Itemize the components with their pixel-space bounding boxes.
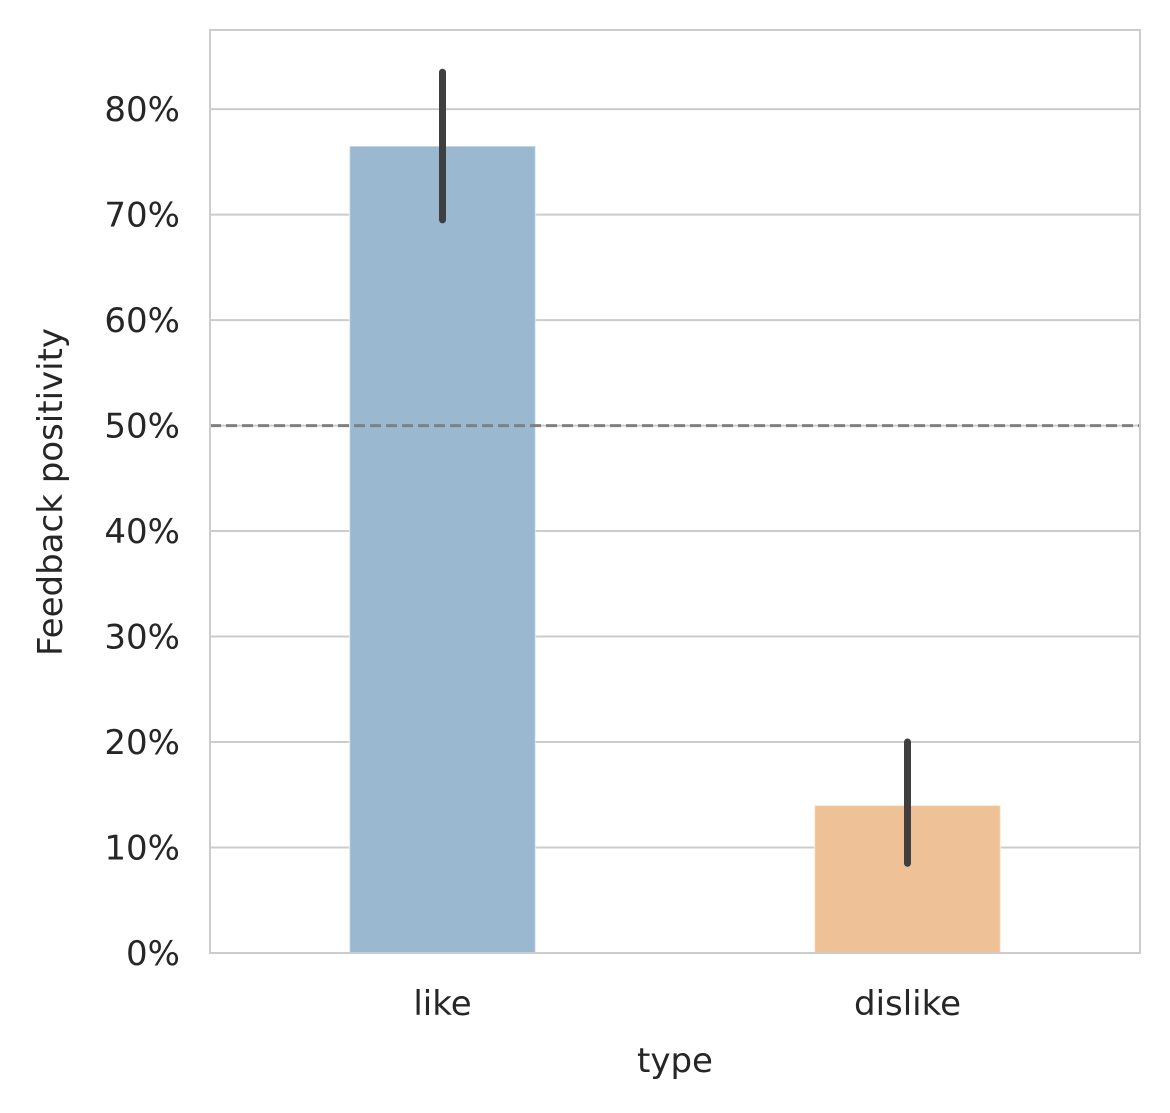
- y-tick-label: 0%: [126, 934, 180, 974]
- y-tick-label: 60%: [104, 301, 180, 341]
- y-tick-label: 20%: [104, 723, 180, 763]
- y-tick-label: 30%: [104, 618, 180, 658]
- x-tick-label: dislike: [854, 984, 961, 1024]
- x-axis-title: type: [637, 1041, 713, 1081]
- error-bars: [439, 68, 911, 867]
- y-tick-label: 70%: [104, 196, 180, 236]
- y-tick-label: 40%: [104, 512, 180, 552]
- y-tick-label: 80%: [104, 90, 180, 130]
- plot-frame: [209, 29, 1141, 954]
- y-tick-label: 10%: [104, 829, 180, 869]
- bar-like: [348, 145, 537, 954]
- x-tick-labels: like dislike: [413, 984, 961, 1024]
- y-axis-title: Feedback positivity: [31, 328, 71, 656]
- y-tick-label: 50%: [104, 407, 180, 447]
- x-tick-label: like: [413, 984, 471, 1024]
- bars: [348, 145, 1002, 954]
- y-tick-labels: 0% 10% 20% 30% 40% 50% 60% 70% 80%: [104, 90, 180, 974]
